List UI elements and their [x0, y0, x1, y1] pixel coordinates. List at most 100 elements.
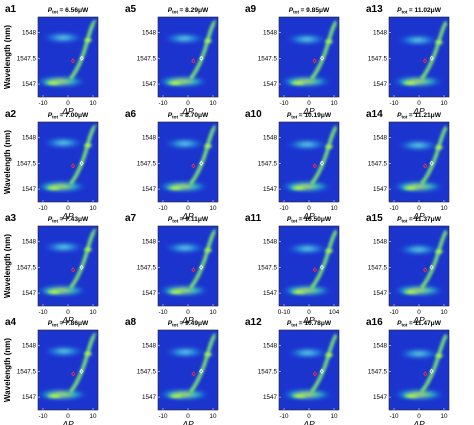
ytick-label: 1548 [142, 134, 157, 141]
marker-red [191, 163, 196, 169]
ytick-label: 1548 [142, 29, 157, 36]
x-axis-label: ΔP [181, 106, 194, 116]
xtick-label: 0 [186, 205, 190, 212]
heatmap-intensity [38, 226, 98, 306]
xtick-label: 10 [440, 413, 448, 420]
marker-white [199, 160, 204, 166]
panel-title: Ptot = 9.11μW [168, 216, 209, 224]
ytick-label: 1548 [22, 29, 37, 36]
title-subscript: tot [293, 10, 299, 15]
xtick-label: -10 [389, 413, 399, 420]
title-symbol: P [287, 112, 292, 119]
ytick-label: 1547.5 [17, 55, 37, 62]
ytick-label: 1547 [373, 81, 388, 88]
ytick-label: 1548 [373, 134, 388, 141]
lower-branch-peak [400, 80, 420, 86]
branch-hotspot [203, 143, 213, 150]
ytick-label: 1547.5 [17, 160, 37, 167]
marker-red [312, 267, 317, 273]
lower-branch-peak [288, 80, 308, 86]
marker-white [429, 264, 434, 270]
ytick-label: 1547 [22, 186, 37, 193]
xtick-label: 0 [186, 309, 190, 316]
heatmap-intensity [158, 122, 218, 202]
branch-hotspot [203, 37, 213, 44]
upper-branch-band [41, 32, 85, 43]
xtick-label: -10 [389, 309, 399, 316]
heatmap-intensity [279, 17, 339, 97]
heatmap-intensity [158, 17, 218, 97]
panel-title: Ptot = 11.21μW [397, 112, 442, 120]
xtick-label: 0 [307, 413, 311, 420]
ytick-label: 1547 [263, 186, 278, 193]
panel-title: Ptot = 11.47μW [397, 320, 442, 328]
x-axis-label: ΔP [302, 419, 315, 425]
ytick-label: 1547 [373, 186, 388, 193]
title-subscript: tot [172, 323, 178, 328]
ytick-label: 1547.5 [137, 264, 157, 271]
ytick-label: 1547.5 [17, 264, 37, 271]
panel-label: a11 [245, 213, 262, 224]
title-value: = 7.00μW [60, 112, 90, 119]
title-subscript: tot [172, 115, 178, 120]
y-axis-label: Wavelength (nm) [3, 25, 12, 89]
upper-branch-band [397, 348, 441, 359]
lower-branch-peak [166, 289, 186, 295]
xtick-label: 10 [330, 205, 338, 212]
title-value: = 9.49μW [180, 320, 210, 327]
ytick-label: 1547 [142, 81, 157, 88]
panel-title: Ptot = 8.70μW [168, 112, 209, 120]
ytick-label: 1548 [263, 238, 278, 245]
panel-label: a8 [125, 317, 137, 328]
x-axis-label: ΔP [412, 419, 425, 425]
title-value: = 10.78μW [299, 320, 332, 327]
panel-title: Ptot = 6.56μW [48, 7, 89, 15]
marker-white [199, 368, 204, 374]
panel-label: a5 [125, 4, 137, 15]
heatmap-intensity [158, 226, 218, 306]
x-axis-label: ΔP [302, 315, 315, 325]
title-value: = 11.02μW [409, 7, 442, 14]
title-symbol: P [48, 112, 53, 119]
xtick-label: -10 [38, 413, 48, 420]
title-subscript: tot [291, 115, 297, 120]
title-symbol: P [48, 216, 53, 223]
x-axis-label: ΔP [412, 106, 425, 116]
heatmap-intensity [158, 330, 218, 410]
ytick-label: 1547 [263, 394, 278, 401]
title-subscript: tot [401, 323, 407, 328]
heatmap-intensity [279, 330, 339, 410]
ytick-label: 1547 [373, 394, 388, 401]
marker-red [70, 58, 76, 64]
branch-hotspot [434, 352, 444, 359]
ytick-label: 1548 [263, 29, 278, 36]
upper-branch-band [163, 242, 207, 253]
xtick-label: 10 [89, 413, 97, 420]
title-value: = 9.11μW [180, 216, 209, 223]
title-value: = 10.50μW [299, 216, 332, 223]
marker-white [79, 160, 84, 166]
marker-red [312, 58, 317, 64]
xtick-label: -10 [389, 205, 399, 212]
marker-red [312, 371, 318, 377]
xtick-label: 0 [66, 309, 70, 316]
branch-hotspot [203, 247, 213, 254]
marker-white [199, 55, 204, 61]
title-symbol: P [168, 320, 173, 327]
panel-title: Ptot = 10.50μW [287, 216, 332, 224]
panel-a13: a13 Ptot = 11.02μW 1548 1547.5 1547 -10 0 10 ΔP [366, 4, 450, 116]
lower-branch-peak [401, 289, 421, 295]
xtick-label: -10 [158, 413, 168, 420]
title-symbol: P [48, 320, 53, 327]
y-axis-label: Wavelength (nm) [3, 130, 12, 194]
ytick-label: 1548 [22, 342, 37, 349]
panel-a4: a4 Ptot = 7.86μW 1548 1547.5 1547 -10 0 10 ΔP Wave… [3, 317, 99, 425]
ytick-label: 1547.5 [368, 264, 388, 271]
heatmap-intensity [279, 226, 339, 306]
title-value: = 8.70μW [180, 112, 210, 119]
heatmap-intensity [389, 330, 449, 410]
ytick-label: 1547.5 [137, 368, 157, 375]
panel-a12: a12 Ptot = 10.78μW 1548 1547.5 1547 -10 0 10 ΔP [245, 317, 340, 425]
